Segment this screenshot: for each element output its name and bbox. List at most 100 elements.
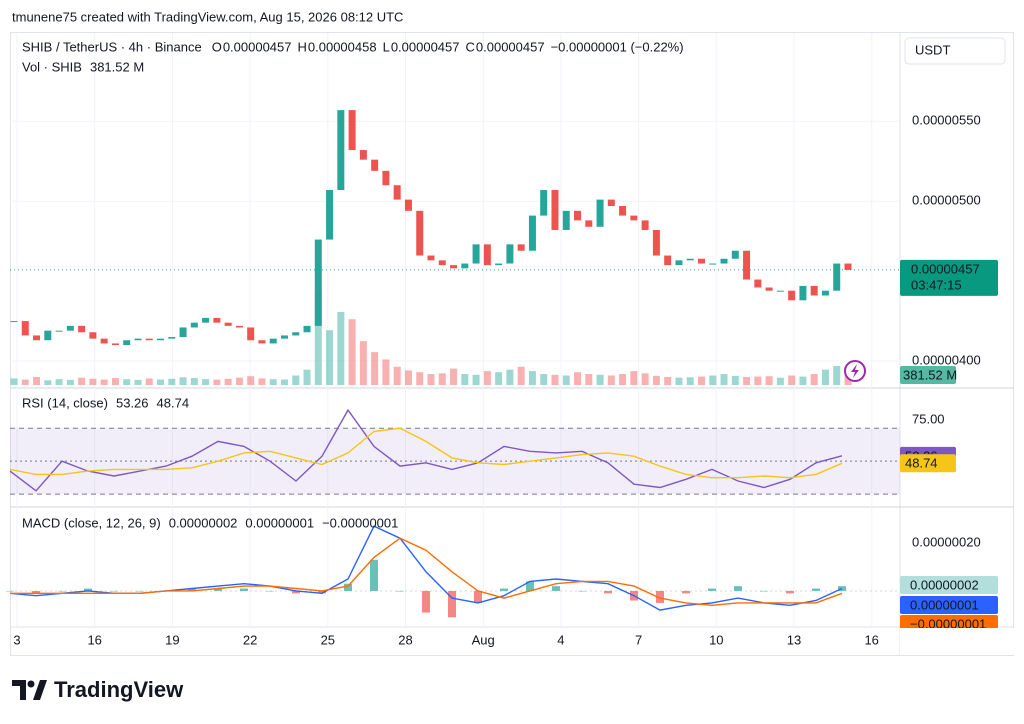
y-tick-label: 0.00000020 bbox=[912, 534, 981, 549]
chart-frame bbox=[10, 32, 1014, 656]
histogram-bar bbox=[812, 588, 820, 591]
volume-value-label: 381.52 M bbox=[903, 367, 957, 382]
histogram-bar bbox=[84, 588, 92, 591]
candle-body bbox=[461, 263, 469, 269]
ohlc-value: 0.00000458 bbox=[308, 39, 377, 54]
candle-body bbox=[416, 210, 424, 256]
currency-button[interactable] bbox=[904, 37, 1006, 65]
volume-bar bbox=[21, 379, 29, 385]
volume-bar bbox=[652, 375, 660, 385]
candle-body bbox=[438, 260, 446, 266]
last-price-box bbox=[900, 259, 998, 296]
rsi-line bbox=[9, 427, 843, 479]
x-tick-label: 4 bbox=[557, 632, 564, 647]
volume-bar bbox=[33, 376, 41, 385]
histogram-bar bbox=[734, 586, 742, 591]
histogram-bar bbox=[110, 590, 118, 592]
candle-body bbox=[359, 150, 367, 160]
legend-value: 0.00000001 bbox=[245, 515, 314, 530]
macd-last-box bbox=[900, 596, 998, 614]
candle-body bbox=[483, 244, 491, 266]
candle-body bbox=[44, 330, 52, 341]
candle-body bbox=[190, 322, 198, 328]
candle-body bbox=[348, 110, 356, 151]
volume-bar bbox=[585, 374, 593, 385]
volume-bar bbox=[641, 373, 649, 385]
candle-body bbox=[314, 239, 322, 326]
volume-bar bbox=[506, 369, 514, 385]
legend-value: 53.26 bbox=[116, 395, 149, 410]
histogram-bar bbox=[266, 590, 274, 592]
candle-body bbox=[619, 206, 627, 216]
candle-body bbox=[123, 340, 131, 346]
volume-bar bbox=[574, 372, 582, 385]
candle-body bbox=[145, 338, 153, 341]
histogram-bar bbox=[188, 588, 196, 591]
candle-body bbox=[168, 337, 176, 339]
candle-body bbox=[472, 244, 480, 264]
candle-body bbox=[743, 250, 751, 280]
candle-body bbox=[506, 244, 514, 264]
candle-body bbox=[652, 229, 660, 256]
x-tick-label: Aug bbox=[472, 632, 495, 647]
volume-bar bbox=[258, 378, 266, 385]
volume-bar bbox=[66, 379, 74, 385]
volume-bar bbox=[799, 376, 807, 385]
candle-body bbox=[235, 325, 243, 328]
labels: USDT 3 16 19 22 25 28 Aug 4 7 10 13 16 0.00000550 0.0… bbox=[13, 37, 1014, 655]
candle-body bbox=[799, 285, 807, 301]
volume-bar bbox=[314, 290, 322, 385]
volume-bar bbox=[528, 371, 536, 385]
candle-body bbox=[540, 190, 548, 216]
rsi-last-value: 48.74 bbox=[905, 456, 938, 471]
volume-bar bbox=[168, 378, 176, 385]
candle-body bbox=[157, 338, 165, 341]
candle-body bbox=[21, 321, 29, 336]
grid bbox=[10, 33, 900, 627]
candle-body bbox=[337, 110, 345, 191]
rsi-last-value-box bbox=[900, 454, 956, 473]
candle-body bbox=[10, 321, 18, 323]
histogram-bar bbox=[136, 590, 144, 592]
histogram-bar bbox=[552, 586, 560, 591]
histogram-bar bbox=[240, 588, 248, 591]
volume-bar bbox=[111, 378, 119, 385]
histogram-bar bbox=[344, 583, 352, 591]
marks bbox=[6, 110, 852, 618]
volume-bar bbox=[404, 370, 412, 385]
x-tick-label: 28 bbox=[398, 632, 412, 647]
candle-body bbox=[450, 265, 458, 269]
candle-body bbox=[326, 190, 334, 240]
volume-bar bbox=[337, 311, 345, 385]
chart-title: SHIB / TetherUS · 4h · Binance bbox=[22, 39, 202, 54]
candle-body bbox=[100, 338, 108, 344]
watermark: tmunene75 created with TradingView.com, … bbox=[12, 9, 403, 24]
event-icon-bolt bbox=[851, 364, 859, 378]
volume-bar bbox=[495, 372, 503, 385]
candle-body bbox=[78, 325, 86, 333]
x-tick-label: 3 bbox=[13, 632, 20, 647]
volume-bar bbox=[709, 375, 717, 385]
x-tick-label: 19 bbox=[165, 632, 179, 647]
brand-name: TradingView bbox=[54, 677, 184, 702]
candle-body bbox=[179, 327, 187, 338]
currency-label[interactable]: USDT bbox=[915, 42, 950, 57]
volume-bar bbox=[562, 375, 570, 385]
ohlc-key: L bbox=[383, 39, 390, 54]
candle-body bbox=[517, 244, 525, 251]
candle-body bbox=[574, 210, 582, 221]
candle-body bbox=[134, 338, 142, 341]
histogram-bar bbox=[32, 590, 40, 594]
volume-bar bbox=[10, 378, 18, 385]
volume-bar bbox=[55, 379, 63, 385]
histogram-bar bbox=[214, 588, 222, 591]
volume-bar bbox=[630, 371, 638, 385]
volume-bar bbox=[145, 378, 153, 385]
volume-bar bbox=[517, 366, 525, 385]
volume-bar bbox=[540, 374, 548, 385]
candle-body bbox=[303, 325, 311, 333]
brand-logo: TradingView bbox=[12, 677, 184, 702]
macd-last-value: 0.00000002 bbox=[910, 577, 979, 592]
x-tick-label: 13 bbox=[787, 632, 801, 647]
x-tick-label: 7 bbox=[635, 632, 642, 647]
